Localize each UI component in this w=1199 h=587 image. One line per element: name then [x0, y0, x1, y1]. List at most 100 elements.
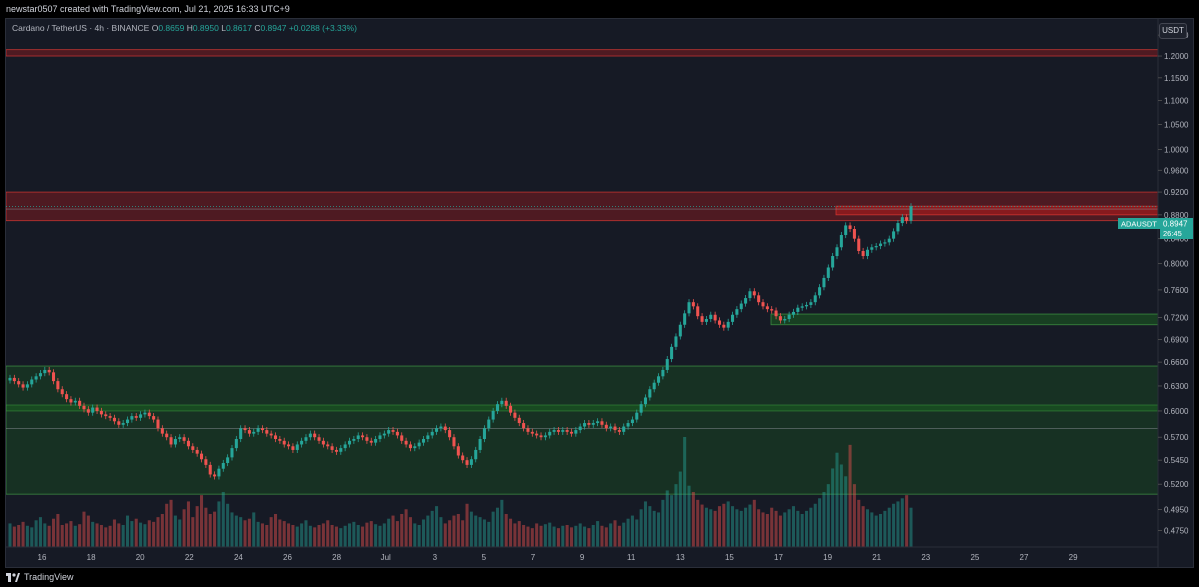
candle-body [722, 324, 726, 328]
candle-body [517, 417, 521, 424]
volume-bar [430, 510, 434, 547]
volume-bar [291, 525, 295, 547]
volume-bar [152, 521, 156, 547]
candle-body [234, 439, 238, 449]
volume-bar [744, 507, 748, 547]
volume-bar [369, 521, 373, 547]
candle-body [435, 428, 439, 432]
candle-body [108, 416, 112, 418]
volume-bar [770, 507, 774, 547]
candle-body [783, 319, 787, 321]
price-tick-label: 1.0000 [1164, 145, 1189, 154]
candle-body [526, 428, 530, 432]
volume-bar [883, 510, 887, 547]
volume-bar [186, 501, 190, 547]
volume-bar [421, 519, 426, 547]
volume-bar [108, 525, 112, 547]
candle-body [844, 225, 848, 236]
volume-bar [435, 506, 439, 547]
candlestick-chart[interactable]: 1.25001.20001.15001.10001.05001.00000.96… [6, 19, 1193, 567]
volume-bar [556, 528, 560, 547]
currency-button[interactable]: USDT [1159, 23, 1187, 39]
symbol-legend: Cardano / TetherUS · 4h · BINANCE O0.865… [12, 23, 357, 33]
volume-bar [130, 521, 134, 547]
volume-bar [199, 495, 204, 547]
time-axis: 16 18 20 22 24 26 28 Jul 3 5 7 9 11 13 15 17 19 21 23 25 27 2… [38, 553, 1079, 562]
price-tick-label: 0.9600 [1164, 166, 1189, 175]
volume-bar [739, 510, 743, 547]
candle-body [173, 439, 177, 445]
candle-body [704, 319, 708, 322]
volume-bar [25, 525, 29, 547]
volume-bar [639, 509, 643, 547]
volume-bar [757, 509, 761, 547]
candle-body [374, 439, 378, 443]
candle-body [417, 442, 421, 447]
candle-body [395, 431, 399, 436]
time-tick-label: 15 [725, 553, 734, 562]
volume-bar [374, 524, 378, 547]
candle-body [787, 314, 791, 320]
candle-body [626, 423, 630, 427]
volume-bar [443, 523, 447, 547]
candle-body [321, 440, 325, 445]
candle-body [909, 206, 913, 221]
volume-bar [117, 523, 121, 547]
candle-body [748, 291, 752, 299]
volume-bar [339, 528, 343, 547]
candle-body [657, 376, 661, 383]
volume-bar [561, 525, 565, 547]
volume-bar [495, 507, 500, 547]
candle-body [731, 314, 735, 322]
volume-bar [213, 511, 217, 547]
candle-body [160, 428, 164, 434]
zones-layer [6, 49, 1159, 495]
candle-body [709, 314, 713, 320]
candle-body [408, 444, 412, 449]
candle-body [243, 428, 247, 431]
volume-bar [874, 515, 878, 547]
volume-bar [217, 501, 221, 547]
volume-bar [69, 521, 73, 547]
candle-body [513, 412, 517, 418]
candle-body [739, 303, 743, 310]
candle-body [121, 423, 125, 425]
candle-body [635, 412, 639, 420]
price-tick-label: 0.6000 [1164, 407, 1189, 416]
tradingview-brand: TradingView [24, 572, 74, 582]
volume-bar [347, 523, 352, 547]
volume-bar [99, 525, 103, 547]
volume-bar [417, 525, 421, 547]
volume-bar [452, 515, 456, 547]
candle-body [186, 440, 190, 447]
volume-bar [700, 504, 704, 547]
volume-bar [43, 523, 47, 547]
candle-body [583, 423, 587, 427]
candle-body [865, 249, 869, 257]
volume-bar [426, 515, 430, 547]
volume-bar [112, 519, 116, 547]
volume-bar [600, 525, 604, 547]
candle-body [852, 229, 856, 239]
chart-frame[interactable]: 1.25001.20001.15001.10001.05001.00000.96… [5, 18, 1194, 568]
volume-bar [652, 510, 656, 547]
volume-bar [870, 512, 874, 547]
candle-body [30, 379, 34, 385]
volume-bar [125, 515, 130, 547]
price-tick-label: 0.5450 [1164, 456, 1189, 465]
candle-body [291, 446, 295, 450]
time-tick-label: 5 [482, 553, 487, 562]
low-label: L [221, 23, 226, 33]
resistance-zone [6, 49, 1159, 57]
candle-body [561, 430, 565, 432]
candle-body [182, 437, 186, 441]
candle-body [822, 277, 826, 288]
volume-bar [278, 519, 282, 547]
candle-body [95, 407, 99, 411]
volume-bar [748, 504, 752, 547]
candle-body [147, 412, 151, 417]
candle-body [130, 416, 134, 420]
volume-bar [300, 523, 304, 547]
tradingview-logo[interactable]: TradingView [6, 568, 74, 587]
candle-body [770, 309, 774, 311]
